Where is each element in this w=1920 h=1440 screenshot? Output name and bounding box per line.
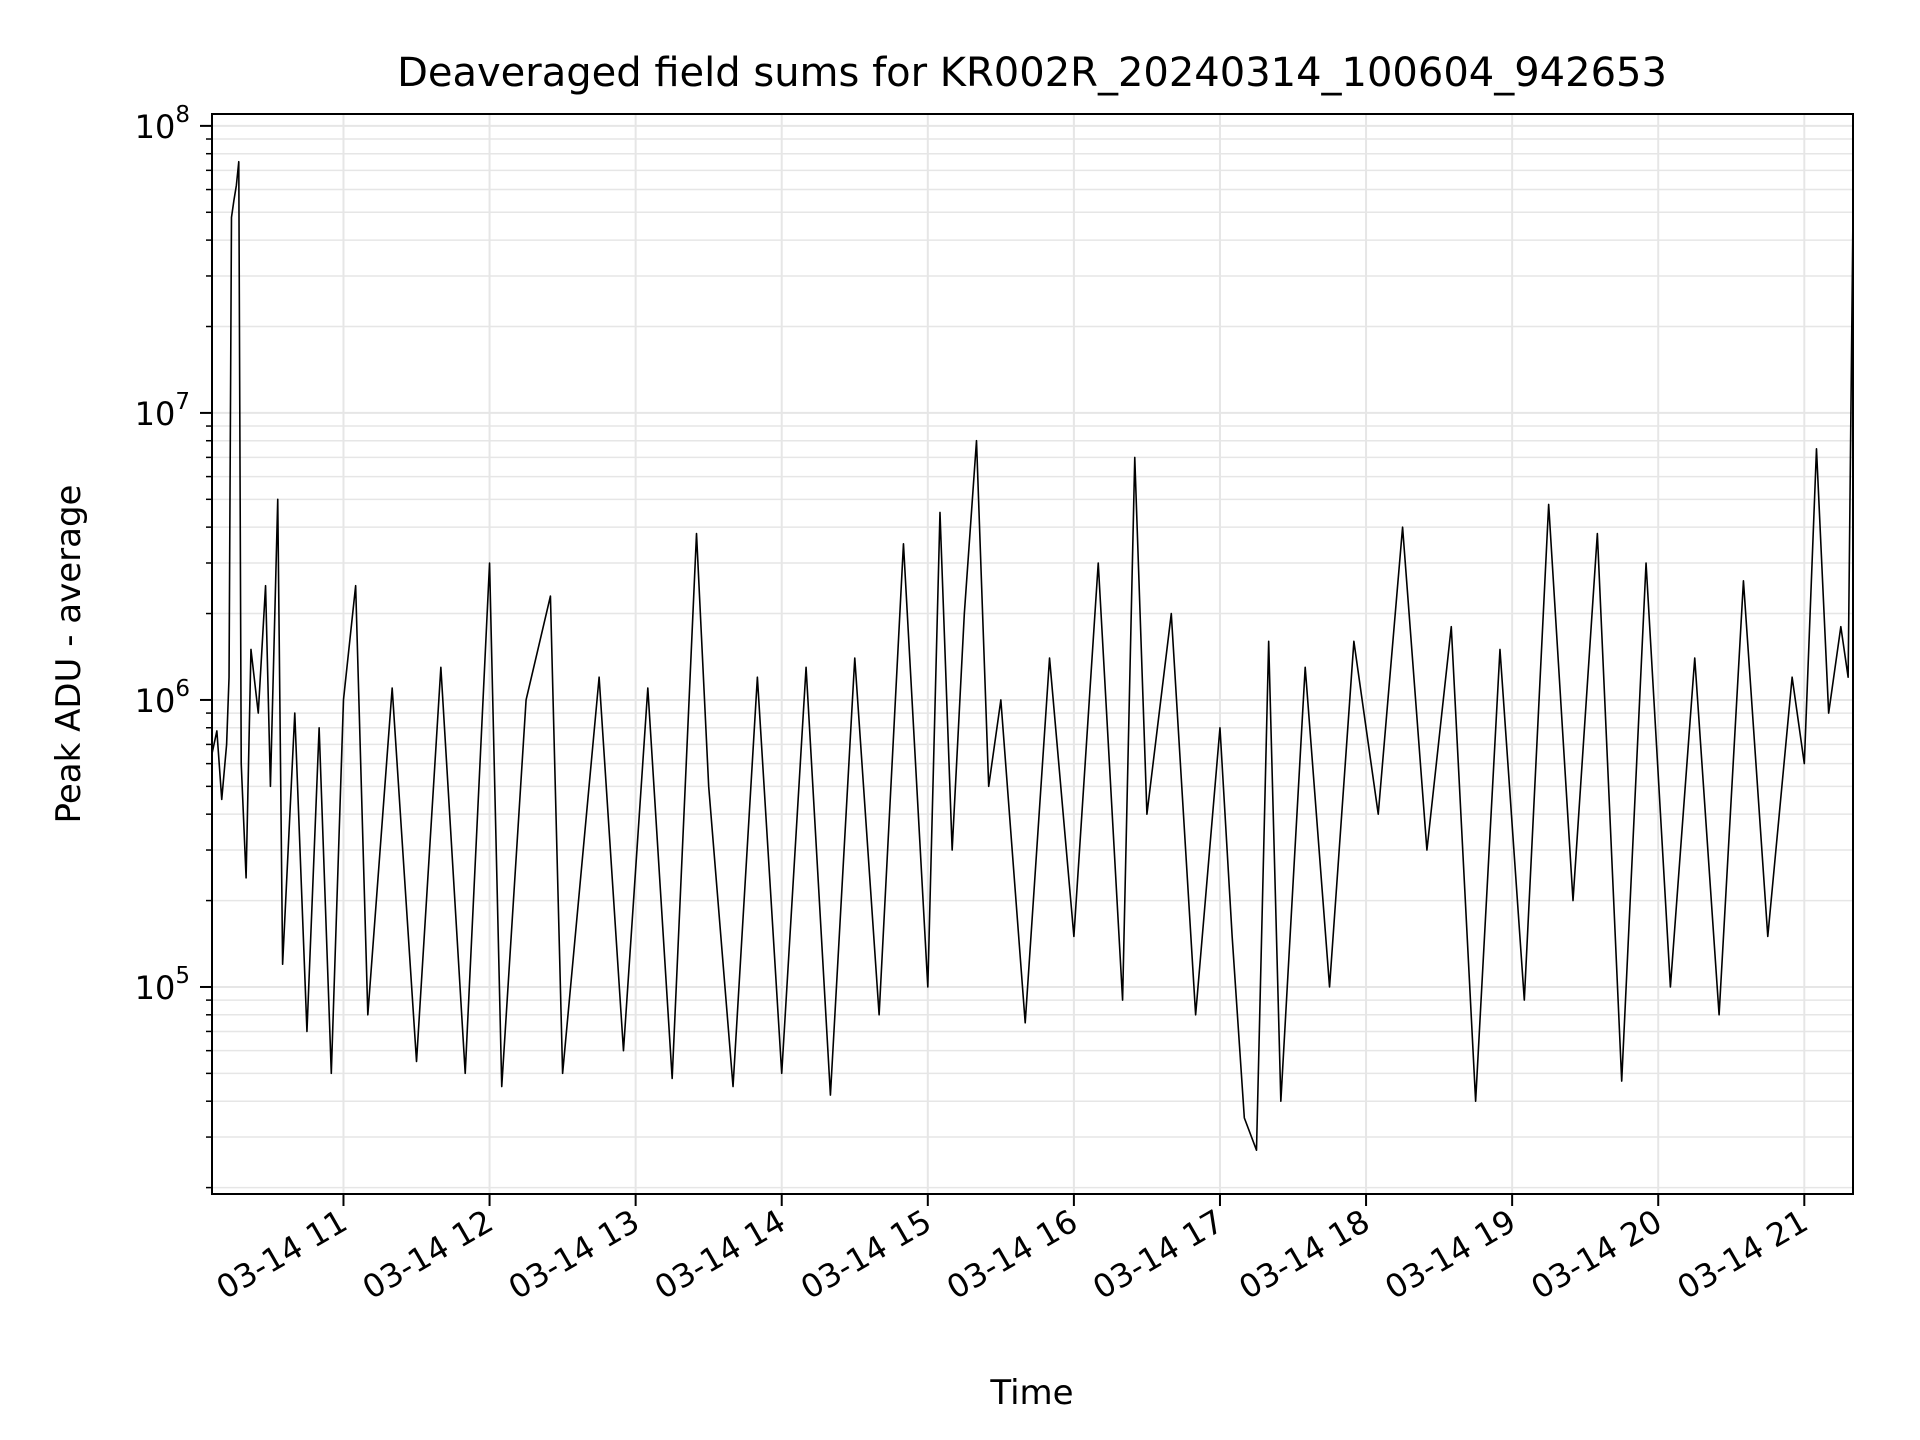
y-tick-exponent: 8 [175, 102, 190, 128]
series-layer [211, 160, 1854, 1151]
y-tick-base: 10 [135, 682, 176, 720]
y-tick-label: 107 [135, 389, 190, 433]
y-tick-exponent: 7 [175, 389, 190, 415]
y-tick-base: 10 [135, 969, 176, 1007]
plot-frame [211, 113, 1854, 1195]
y-tick-exponent: 5 [175, 963, 190, 989]
y-tick-label: 105 [135, 963, 190, 1007]
y-tick-base: 10 [135, 108, 176, 146]
y-axis-label: Peak ADU - average [49, 485, 89, 824]
series-line [211, 160, 1854, 1151]
y-tick-exponent: 6 [175, 676, 190, 702]
y-tick-label: 108 [135, 102, 190, 146]
y-tick-base: 10 [135, 395, 176, 433]
chart-title: Deaveraged field sums for KR002R_2024031… [397, 50, 1667, 96]
y-tick-label: 106 [135, 676, 190, 720]
x-axis-label: Time [989, 1373, 1073, 1413]
